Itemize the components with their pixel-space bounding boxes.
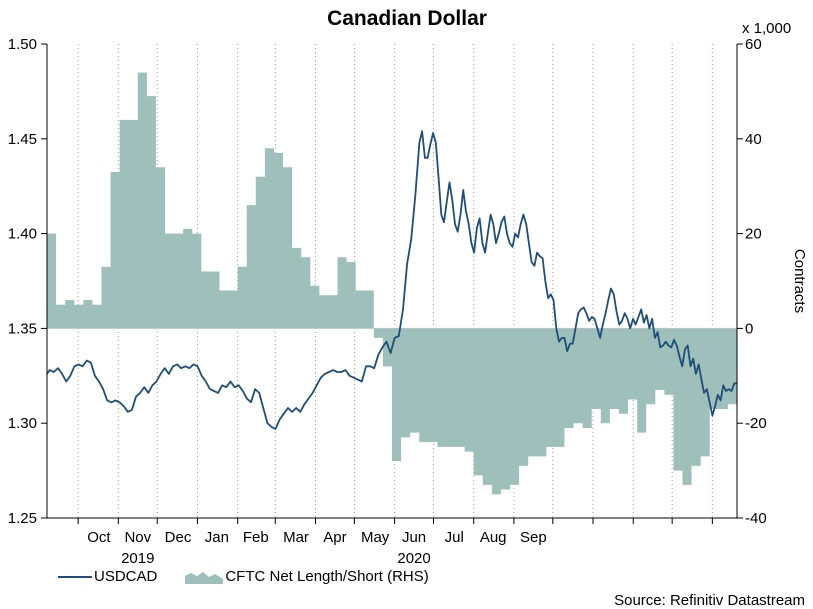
cftc-legend-swatch	[185, 571, 224, 584]
right-tick-label: 20	[745, 226, 762, 243]
right-axis-unit: x 1,000	[742, 20, 791, 37]
left-tick-label: 1.40	[8, 226, 37, 243]
x-tick-label: Apr	[323, 529, 346, 546]
cftc-area	[47, 72, 737, 495]
legend: USDCAD CFTC Net Length/Short (RHS)	[58, 568, 457, 585]
right-tick-label: -40	[745, 510, 767, 527]
axes: 1.25 1.30 1.35 1.40 1.45 1.50 -40 -20 0 20 40 60 Oct…	[8, 36, 767, 567]
x-tick-label: Jan	[205, 529, 229, 546]
x-tick-label: Sep	[520, 529, 547, 546]
x-tick-label: Mar	[283, 529, 309, 546]
usdcad-line	[46, 130, 737, 430]
x-tick-label: May	[361, 529, 390, 546]
left-tick-label: 1.45	[8, 131, 37, 148]
x-tick-label: Dec	[165, 529, 192, 546]
right-tick-label: 40	[745, 131, 762, 148]
left-tick-label: 1.35	[8, 320, 37, 337]
legend-label-cftc: CFTC Net Length/Short (RHS)	[225, 568, 429, 585]
right-axis-label: Contracts	[791, 249, 808, 313]
x-tick-label: Jul	[445, 529, 464, 546]
source-note: Source: Refinitiv Datastream	[614, 592, 805, 609]
legend-label-usdcad: USDCAD	[94, 568, 158, 585]
x-year-label: 2020	[397, 550, 430, 567]
left-tick-label: 1.25	[8, 510, 37, 527]
chart-title: Canadian Dollar	[327, 7, 487, 30]
x-tick-label: Nov	[124, 529, 151, 546]
x-tick-label: Aug	[480, 529, 507, 546]
right-tick-label: 60	[745, 36, 762, 53]
legend-item-usdcad: USDCAD	[58, 568, 157, 585]
legend-item-cftc: CFTC Net Length/Short (RHS)	[185, 568, 429, 585]
x-tick-label: Jun	[402, 529, 426, 546]
usdcad-legend-swatch	[58, 575, 92, 578]
x-tick-label: Oct	[87, 529, 111, 546]
cftc-area-layer	[47, 72, 737, 495]
right-tick-label: 0	[745, 320, 753, 337]
x-year-label: 2019	[121, 550, 154, 567]
x-tick-label: Feb	[243, 529, 269, 546]
usdcad-line-layer	[46, 130, 737, 430]
left-tick-label: 1.50	[8, 36, 37, 53]
right-tick-label: -20	[745, 415, 767, 432]
left-tick-label: 1.30	[8, 415, 37, 432]
